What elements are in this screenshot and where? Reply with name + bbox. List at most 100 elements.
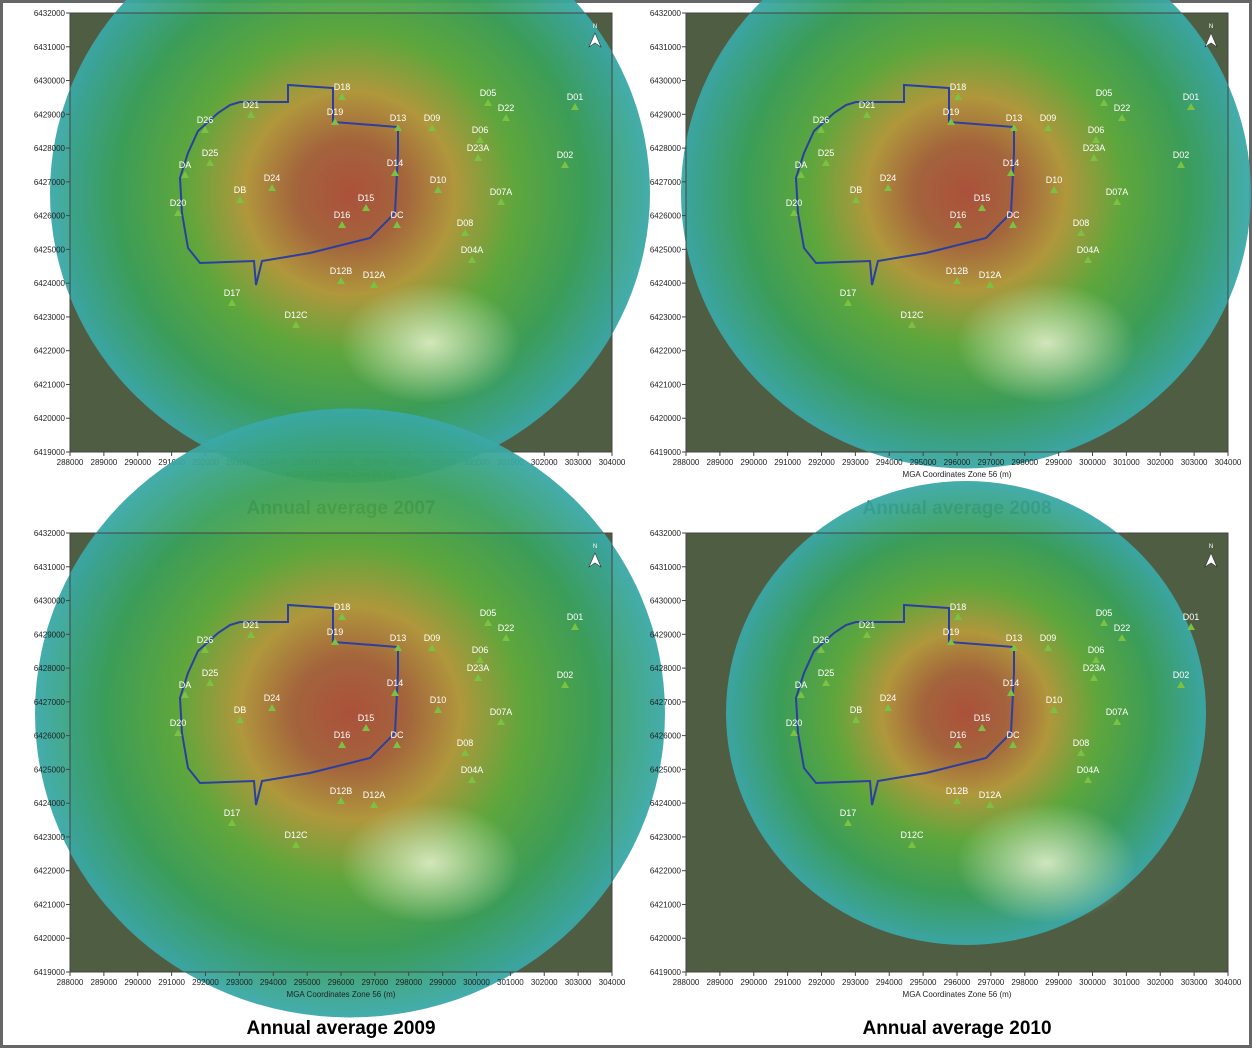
station-label: D16 (334, 730, 351, 740)
x-tick-label: 300000 (463, 978, 490, 987)
station-marker (1084, 256, 1092, 263)
x-tick-label: 302000 (531, 978, 558, 987)
station-marker (428, 644, 436, 651)
station-label: DA (179, 680, 192, 690)
map-panel: 6419000 6420000 6421000 6422000 6423000 64240… (650, 481, 1242, 1039)
station-marker (844, 819, 852, 826)
station-marker (1177, 681, 1185, 688)
x-tick-label: 289000 (707, 978, 734, 987)
station-label: D12C (284, 830, 308, 840)
station-marker (561, 161, 569, 168)
station-label: DC (391, 210, 404, 220)
station-marker (201, 126, 209, 133)
north-label: N (1209, 544, 1213, 550)
y-tick-label: 6420000 (34, 414, 66, 423)
x-tick-label: 293000 (842, 458, 869, 467)
station-marker (461, 749, 469, 756)
station-marker (247, 631, 255, 638)
y-tick-label: 6420000 (650, 414, 682, 423)
x-tick-label: 304000 (599, 978, 626, 987)
station-label: D22 (498, 623, 515, 633)
north-label: N (593, 24, 597, 30)
x-tick-label: 297000 (978, 978, 1005, 987)
x-tick-label: 304000 (1215, 978, 1242, 987)
station-marker (236, 196, 244, 203)
x-tick-label: 302000 (1147, 458, 1174, 467)
station-label: D10 (1046, 175, 1063, 185)
x-tick-label: 295000 (294, 978, 321, 987)
x-axis-label: MGA Coordinates Zone 56 (m) (287, 990, 396, 999)
station-marker (844, 299, 852, 306)
station-marker (1044, 644, 1052, 651)
x-tick-label: 295000 (910, 458, 937, 467)
station-label: D26 (813, 115, 830, 125)
y-tick-label: 6427000 (34, 178, 66, 187)
station-label: D12A (979, 270, 1002, 280)
station-label: D01 (1183, 92, 1200, 102)
station-label: D23A (1083, 143, 1106, 153)
station-marker (954, 93, 962, 100)
station-marker (468, 256, 476, 263)
station-marker (337, 277, 345, 284)
x-tick-label: 293000 (842, 978, 869, 987)
station-label: DA (795, 680, 808, 690)
station-label: DB (850, 185, 863, 195)
station-marker (268, 704, 276, 711)
station-marker (1090, 154, 1098, 161)
station-label: D17 (224, 288, 241, 298)
station-label: D26 (197, 115, 214, 125)
station-marker (978, 204, 986, 211)
x-tick-label: 299000 (1045, 978, 1072, 987)
station-label: D10 (1046, 695, 1063, 705)
station-marker (790, 729, 798, 736)
station-marker (247, 111, 255, 118)
station-label: D25 (202, 668, 219, 678)
station-marker (797, 691, 805, 698)
station-marker (434, 706, 442, 713)
y-tick-label: 6429000 (34, 110, 66, 119)
y-tick-label: 6424000 (34, 799, 66, 808)
station-label: D04A (461, 765, 484, 775)
station-marker (370, 281, 378, 288)
x-tick-label: 288000 (57, 978, 84, 987)
y-tick-label: 6421000 (650, 900, 682, 909)
station-marker (817, 646, 825, 653)
station-label: D19 (943, 107, 960, 117)
station-label: D16 (950, 730, 967, 740)
x-tick-label: 292000 (192, 978, 219, 987)
station-marker (1009, 221, 1017, 228)
station-label: D05 (480, 608, 497, 618)
x-tick-label: 302000 (531, 458, 558, 467)
station-marker (362, 204, 370, 211)
y-tick-label: 6419000 (34, 448, 66, 457)
x-tick-label: 291000 (774, 978, 801, 987)
station-label: D21 (243, 100, 260, 110)
station-marker (852, 196, 860, 203)
station-marker (497, 198, 505, 205)
x-tick-label: 289000 (91, 978, 118, 987)
concentration-contours (35, 408, 665, 1018)
x-tick-label: 296000 (944, 458, 971, 467)
station-label: D04A (461, 245, 484, 255)
station-marker (468, 776, 476, 783)
y-tick-label: 6421000 (650, 380, 682, 389)
station-marker (476, 136, 484, 143)
station-marker (331, 118, 339, 125)
station-marker (434, 186, 442, 193)
north-arrow (588, 32, 602, 48)
y-tick-label: 6419000 (34, 968, 66, 977)
y-tick-label: 6425000 (650, 765, 682, 774)
station-label: D14 (387, 678, 404, 688)
x-tick-label: 299000 (429, 978, 456, 987)
y-tick-label: 6420000 (650, 934, 682, 943)
station-marker (484, 619, 492, 626)
station-label: D08 (1073, 738, 1090, 748)
station-marker (953, 797, 961, 804)
station-marker (393, 741, 401, 748)
station-label: D06 (472, 645, 489, 655)
x-tick-label: 303000 (565, 458, 592, 467)
station-marker (1009, 741, 1017, 748)
station-marker (206, 159, 214, 166)
station-label: D07A (1106, 187, 1129, 197)
station-label: DA (179, 160, 192, 170)
